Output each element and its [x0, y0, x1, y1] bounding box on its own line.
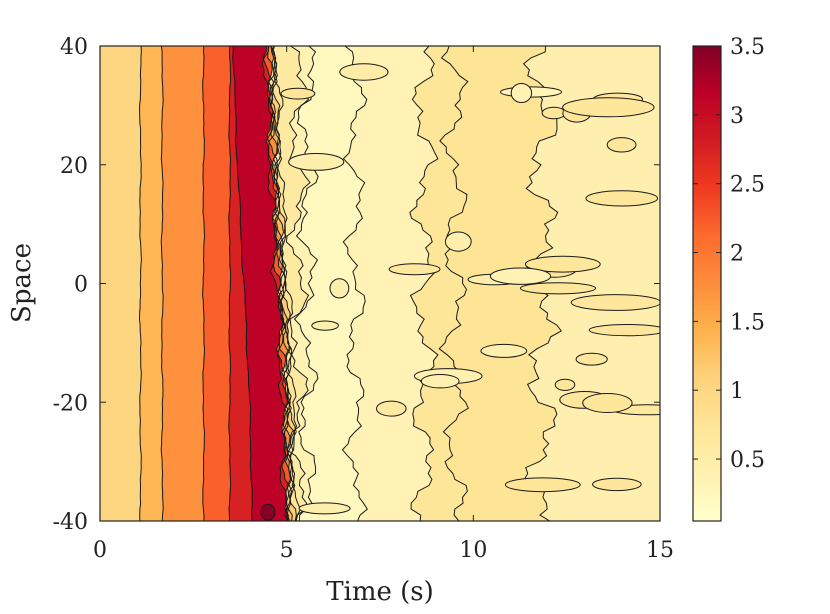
contour-line	[438, 46, 469, 521]
contour-line	[202, 46, 206, 521]
contour-island	[585, 190, 659, 207]
contour-island	[480, 343, 528, 358]
contour-line	[285, 46, 311, 521]
contour-island	[554, 378, 576, 391]
contour-line	[232, 46, 253, 521]
y-tick-label: -20	[53, 391, 88, 416]
contour-island	[311, 320, 339, 331]
contour-islands	[260, 63, 660, 521]
contour-island	[339, 63, 389, 81]
plot-area	[100, 46, 660, 521]
contour-peak-spot	[260, 503, 276, 521]
x-tick-label: 15	[646, 538, 674, 563]
contour-island	[388, 263, 441, 276]
x-axis-ticks: 0 5 10 15	[93, 46, 674, 563]
contour-lines	[138, 46, 563, 521]
contour-band	[100, 46, 142, 521]
y-tick-label: 20	[60, 154, 88, 179]
contour-island	[606, 137, 637, 153]
contour-island	[288, 153, 345, 171]
contour-line	[270, 46, 302, 521]
contour-line	[160, 46, 164, 521]
x-tick-label: 0	[93, 538, 107, 563]
colorbar-tick-label: 1	[730, 379, 744, 404]
contour-island	[570, 294, 660, 311]
y-axis-ticks: 40 20 0 -20 -40	[53, 35, 660, 535]
colorbar-tick-label: 0.5	[730, 448, 765, 473]
y-tick-label: 40	[60, 35, 88, 60]
contour-island	[298, 502, 351, 515]
x-tick-label: 5	[280, 538, 294, 563]
y-tick-label: -40	[53, 510, 88, 535]
contour-island	[329, 278, 350, 299]
contour-island	[519, 282, 597, 295]
contour-island	[524, 255, 601, 273]
colorbar-frame	[692, 45, 722, 522]
contour-island	[510, 83, 533, 103]
contour-island	[444, 231, 472, 252]
contour-line	[341, 46, 368, 521]
contour-line	[138, 46, 142, 521]
contour-island	[562, 97, 655, 118]
colorbar-ticks: 3.5 3 2.5 2 1.5 1 0.5	[693, 35, 765, 473]
y-axis-label: Space	[7, 243, 37, 323]
colorbar-tick-label: 3	[730, 104, 744, 129]
contour-island	[592, 477, 642, 492]
contour-island	[541, 106, 566, 120]
contour-island	[582, 393, 633, 413]
contour-island	[504, 477, 581, 493]
colorbar-tick-label: 3.5	[730, 35, 765, 60]
contour-band	[160, 46, 205, 521]
contour-line	[266, 46, 296, 521]
colorbar-gradient	[693, 46, 721, 521]
contour-band	[202, 46, 232, 521]
contour-island	[489, 267, 552, 285]
colorbar-tick-label: 1.5	[730, 310, 765, 335]
colorbar: 3.5 3 2.5 2 1.5 1 0.5	[692, 35, 765, 522]
contour-island	[376, 400, 407, 417]
colorbar-tick-label: 2.5	[730, 173, 765, 198]
contour-island	[575, 352, 608, 366]
x-axis-label: Time (s)	[326, 577, 434, 607]
colorbar-tick-label: 2	[730, 242, 744, 267]
contour-island	[420, 374, 460, 389]
contour-island	[588, 324, 660, 337]
contour-line	[293, 46, 319, 521]
contour-island	[280, 87, 316, 100]
contour-band	[139, 46, 164, 521]
contour-line	[228, 46, 232, 521]
contour-line	[409, 46, 439, 521]
y-tick-label: 0	[74, 273, 88, 298]
x-tick-label: 10	[459, 538, 487, 563]
